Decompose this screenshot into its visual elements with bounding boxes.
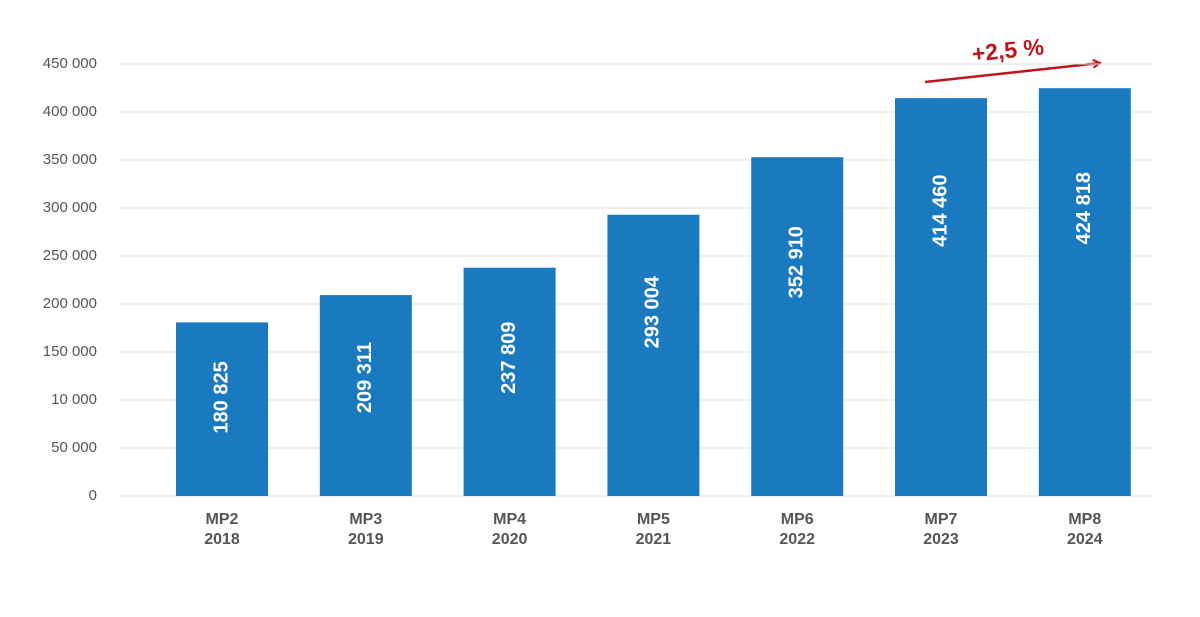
y-tick-label: 400 000: [43, 103, 97, 120]
x-tick-label: 2022: [779, 531, 815, 548]
value-label: 414 460: [929, 174, 951, 246]
value-label: 293 004: [642, 275, 664, 348]
y-tick-label: 150 000: [43, 343, 97, 360]
x-tick-label: 2023: [923, 531, 959, 548]
x-tick-label: 2020: [492, 531, 528, 548]
y-tick-label: 250 000: [43, 247, 97, 264]
y-tick-label: 450 000: [43, 55, 97, 72]
value-label: 352 910: [785, 226, 807, 298]
bar: [463, 267, 556, 496]
x-tick-label: 2024: [1067, 531, 1103, 548]
bar: [176, 322, 268, 496]
value-label: 180 825: [210, 361, 232, 433]
x-tick-label: MP2: [206, 511, 239, 528]
y-tick-label: 50 000: [51, 439, 97, 456]
y-tick-label: 200 000: [43, 295, 97, 312]
growth-arrow: [924, 63, 1100, 84]
bar: [751, 157, 844, 496]
y-tick-label: 300 000: [43, 199, 97, 216]
x-tick-label: MP8: [1068, 511, 1101, 528]
x-tick-label: 2021: [636, 531, 672, 548]
bar: [895, 98, 987, 496]
growth-annotation: +2,5 %: [971, 33, 1046, 66]
value-label: 209 311: [354, 342, 376, 413]
x-tick-label: 2019: [348, 531, 384, 548]
y-tick-label: 350 000: [43, 151, 97, 168]
x-tick-label: MP4: [493, 511, 526, 528]
x-tick-label: MP6: [781, 511, 814, 528]
y-tick-label: 0: [89, 487, 97, 504]
value-label: 424 818: [1073, 172, 1095, 244]
x-tick-label: 2018: [204, 531, 240, 548]
value-label: 237 809: [498, 322, 520, 394]
x-tick-label: MP3: [349, 511, 382, 528]
x-tick-label: MP5: [637, 511, 670, 528]
y-tick-label: 10 000: [51, 391, 97, 408]
x-tick-label: MP7: [925, 511, 958, 528]
bar: [1038, 88, 1131, 497]
bar: [607, 214, 700, 496]
bar: [319, 295, 412, 496]
